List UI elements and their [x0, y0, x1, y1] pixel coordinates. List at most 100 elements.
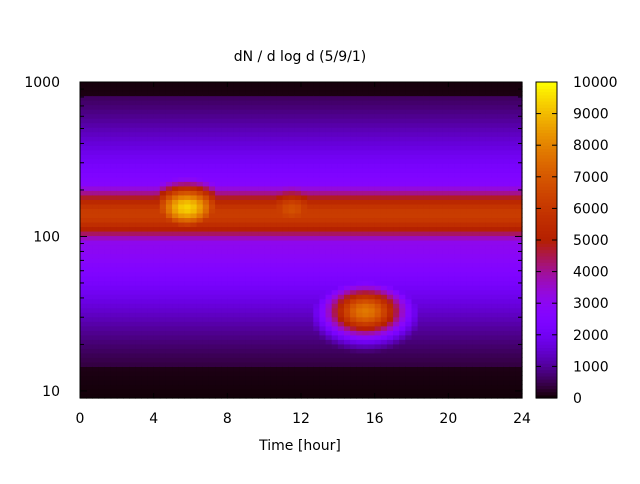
heatmap-cell: [319, 316, 327, 322]
heatmap-cell: [374, 370, 382, 377]
heatmap-cell: [86, 357, 93, 363]
heatmap-cell: [264, 276, 271, 282]
heatmap-cell: [264, 158, 271, 164]
heatmap-cell: [337, 185, 345, 191]
heatmap-cell: [472, 289, 480, 295]
heatmap-cell: [129, 208, 136, 214]
heatmap-cell: [122, 127, 130, 133]
heatmap-cell: [466, 176, 474, 182]
heatmap-cell: [264, 393, 271, 399]
heatmap-cell: [165, 154, 173, 160]
heatmap-cell: [472, 217, 480, 223]
heatmap-cell: [515, 285, 523, 291]
heatmap-cell: [411, 235, 419, 241]
heatmap-cell: [98, 262, 106, 268]
heatmap-cell: [356, 122, 363, 128]
heatmap-cell: [221, 176, 228, 182]
heatmap-cell: [442, 348, 449, 354]
heatmap-cell: [221, 384, 228, 390]
heatmap-cell: [116, 217, 124, 223]
heatmap-cell: [178, 163, 185, 169]
heatmap-cell: [479, 366, 486, 372]
heatmap-cell: [276, 289, 284, 295]
heatmap-cell: [129, 388, 136, 395]
heatmap-cell: [178, 149, 185, 155]
heatmap-cell: [258, 307, 265, 313]
heatmap-cell: [116, 361, 124, 367]
heatmap-cell: [239, 154, 247, 160]
heatmap-cell: [227, 375, 235, 381]
heatmap-cell: [319, 339, 327, 345]
heatmap-cell: [221, 316, 228, 322]
heatmap-cell: [423, 199, 431, 205]
heatmap-cell: [276, 384, 284, 390]
heatmap-cell: [288, 86, 296, 92]
heatmap-cell: [116, 294, 124, 300]
heatmap-cell: [515, 366, 523, 372]
heatmap-cell: [331, 388, 339, 395]
heatmap-cell: [307, 158, 314, 164]
heatmap-cell: [509, 176, 517, 182]
heatmap-cell: [282, 271, 290, 277]
heatmap-cell: [129, 370, 136, 377]
heatmap-cell: [429, 118, 437, 124]
heatmap-cell: [448, 91, 456, 97]
heatmap-cell: [153, 208, 161, 214]
heatmap-cell: [110, 240, 118, 246]
heatmap-cell: [356, 163, 363, 169]
heatmap-cell: [184, 127, 192, 133]
heatmap-cell: [368, 100, 376, 106]
heatmap-cell: [442, 276, 449, 282]
heatmap-cell: [405, 154, 413, 160]
heatmap-cell: [374, 176, 382, 182]
heatmap-cell: [301, 95, 308, 101]
heatmap-cell: [509, 285, 517, 291]
heatmap-cell: [460, 235, 468, 241]
heatmap-cell: [258, 172, 265, 178]
heatmap-cell: [153, 285, 161, 291]
heatmap-cell: [331, 104, 339, 110]
heatmap-cell: [135, 172, 142, 178]
heatmap-cell: [454, 294, 462, 300]
heatmap-cell: [411, 82, 419, 88]
heatmap-cell: [448, 258, 456, 264]
heatmap-cell: [110, 226, 118, 232]
heatmap-cell: [448, 181, 456, 187]
heatmap-cell: [307, 352, 314, 358]
heatmap-cell: [448, 352, 456, 358]
heatmap-cell: [159, 217, 167, 223]
heatmap-cell: [301, 357, 308, 363]
heatmap-cell: [356, 212, 363, 219]
heatmap-cell: [239, 104, 247, 110]
heatmap-cell: [165, 104, 173, 110]
heatmap-cell: [178, 303, 185, 309]
heatmap-cell: [233, 393, 241, 399]
heatmap-cell: [122, 298, 130, 304]
heatmap-cell: [80, 361, 87, 367]
heatmap-cell: [319, 172, 327, 178]
heatmap-cell: [153, 226, 161, 232]
heatmap-cell: [331, 321, 339, 327]
heatmap-cell: [116, 167, 124, 173]
heatmap-cell: [159, 131, 167, 137]
heatmap-cell: [442, 203, 449, 209]
heatmap-cell: [92, 343, 100, 349]
heatmap-cell: [393, 181, 400, 187]
heatmap-cell: [442, 230, 449, 237]
heatmap-cell: [509, 113, 517, 119]
heatmap-cell: [503, 199, 511, 205]
heatmap-cell: [258, 285, 265, 291]
heatmap-cell: [233, 253, 241, 259]
heatmap-cell: [460, 307, 468, 313]
heatmap-cell: [429, 235, 437, 241]
heatmap-cell: [411, 366, 419, 372]
heatmap-cell: [104, 375, 112, 381]
heatmap-cell: [239, 325, 247, 331]
heatmap-cell: [239, 303, 247, 309]
heatmap-cell: [86, 172, 93, 178]
heatmap-cell: [429, 393, 437, 399]
heatmap-cell: [294, 325, 302, 331]
heatmap-cell: [227, 298, 235, 304]
heatmap-cell: [202, 361, 210, 367]
heatmap-cell: [233, 154, 241, 160]
